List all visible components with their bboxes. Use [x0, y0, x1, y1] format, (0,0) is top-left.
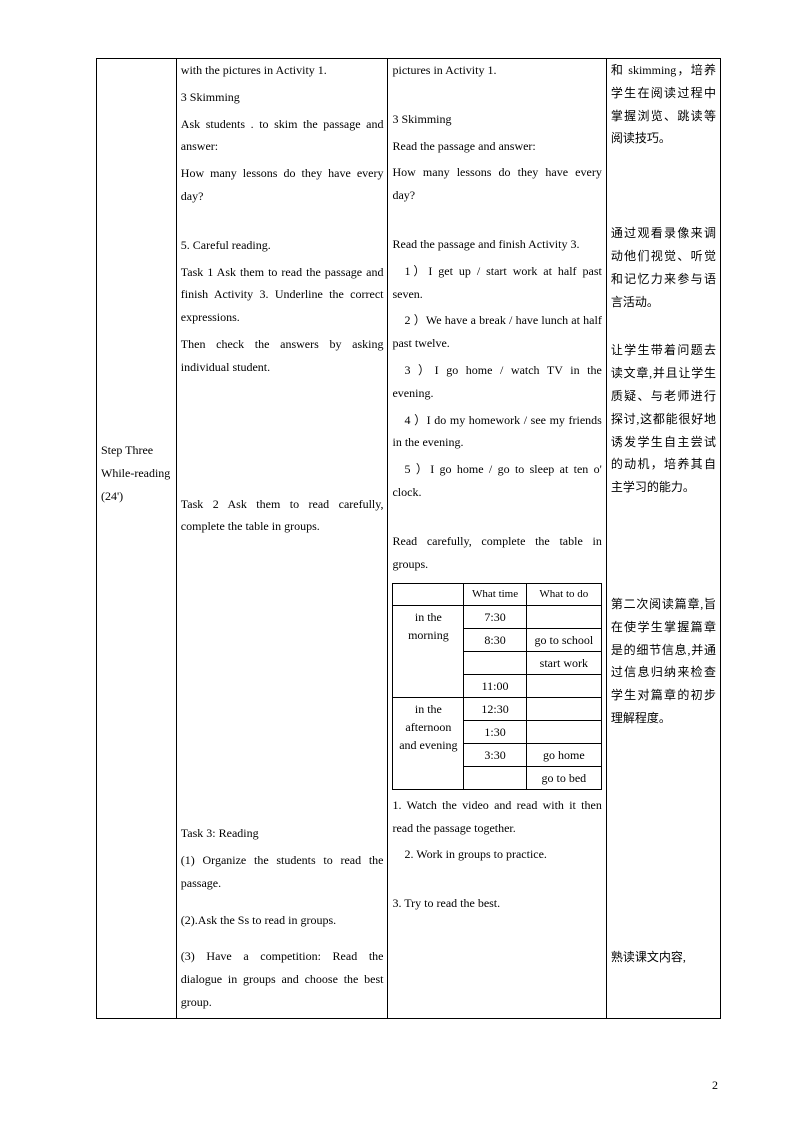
text: 3. Try to read the best. — [392, 892, 601, 915]
time-period: in the afternoon and evening — [393, 697, 464, 789]
text: How many lessons do they have every day? — [392, 161, 601, 207]
text: (1) Organize the students to read the pa… — [181, 849, 384, 895]
text: Ask students . to skim the passage and a… — [181, 113, 384, 159]
text: (3) Have a competition: Read the dialogu… — [181, 945, 384, 1013]
table-cell: 7:30 — [464, 605, 527, 628]
table-cell — [526, 674, 601, 697]
step-label: Step Three While-reading (24') — [101, 439, 172, 507]
text: 和 skimming，培养学生在阅读过程中掌握浏览、跳读等阅读技巧。 — [611, 59, 716, 150]
step-cell: Step Three While-reading (24') — [97, 59, 177, 1019]
table-cell — [526, 697, 601, 720]
text: Read the passage and finish Activity 3. — [392, 233, 601, 256]
lesson-plan-table: Step Three While-reading (24') with the … — [96, 58, 721, 1019]
text: with the pictures in Activity 1. — [181, 59, 384, 82]
table-cell: 1:30 — [464, 720, 527, 743]
table-cell: 3:30 — [464, 743, 527, 766]
text: Read the passage and answer: — [392, 135, 601, 158]
text: Read carefully, complete the table in gr… — [392, 530, 601, 576]
text: 1）I get up / start work at half past sev… — [392, 260, 601, 306]
purpose-cell: 和 skimming，培养学生在阅读过程中掌握浏览、跳读等阅读技巧。 通过观看录… — [606, 59, 720, 1019]
text: Task 1 Ask them to read the passage and … — [181, 261, 384, 329]
table-cell: 12:30 — [464, 697, 527, 720]
page-number: 2 — [712, 1078, 718, 1093]
text: 1. Watch the video and read with it then… — [392, 794, 601, 840]
text: How many lessons do they have every day? — [181, 162, 384, 208]
time-period: in the morning — [393, 605, 464, 697]
text: 通过观看录像来调动他们视觉、听觉和记忆力来参与语言活动。 — [611, 222, 716, 313]
table-cell — [464, 651, 527, 674]
text: 4 ）I do my homework / see my friends in … — [392, 409, 601, 455]
table-cell — [526, 720, 601, 743]
table-cell: start work — [526, 651, 601, 674]
text: Task 2 Ask them to read carefully, compl… — [181, 493, 384, 539]
text: 5. Careful reading. — [181, 234, 384, 257]
schedule-table: What time What to do in the morning 7:30… — [392, 583, 601, 790]
table-cell: 8:30 — [464, 628, 527, 651]
text: 5 ）I go home / go to sleep at ten o' clo… — [392, 458, 601, 504]
teacher-activity-cell: with the pictures in Activity 1. 3 Skimm… — [176, 59, 388, 1019]
table-header — [393, 584, 464, 606]
table-cell — [526, 605, 601, 628]
table-cell — [464, 766, 527, 789]
text: 让学生带着问题去读文章,并且让学生质疑、与老师进行探讨,这都能很好地诱发学生自主… — [611, 339, 716, 499]
table-cell: 11:00 — [464, 674, 527, 697]
text: 第二次阅读篇章,旨在使学生掌握篇章是的细节信息,并通过信息归纳来检查学生对篇章的… — [611, 593, 716, 730]
text: 3 Skimming — [181, 86, 384, 109]
table-cell: go to bed — [526, 766, 601, 789]
text: (2).Ask the Ss to read in groups. — [181, 909, 384, 932]
table-header: What time — [464, 584, 527, 606]
table-header: What to do — [526, 584, 601, 606]
text: 2 ）We have a break / have lunch at half … — [392, 309, 601, 355]
text: pictures in Activity 1. — [392, 59, 601, 82]
table-cell: go to school — [526, 628, 601, 651]
text: 3 Skimming — [392, 108, 601, 131]
text: 2. Work in groups to practice. — [392, 843, 601, 866]
table-cell: go home — [526, 743, 601, 766]
text: 熟读课文内容, — [611, 946, 716, 969]
student-activity-cell: pictures in Activity 1. 3 Skimming Read … — [388, 59, 606, 1019]
text: 3 ）I go home / watch TV in the evening. — [392, 359, 601, 405]
text: Then check the answers by asking individ… — [181, 333, 384, 379]
text: Task 3: Reading — [181, 822, 384, 845]
